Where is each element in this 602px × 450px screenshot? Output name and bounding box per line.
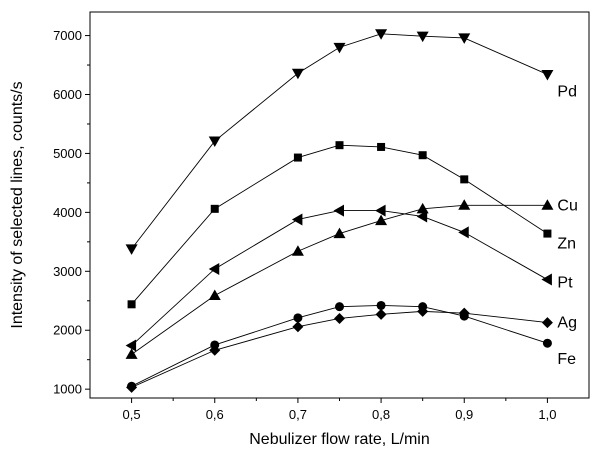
series-lines [131,33,548,388]
data-point-pd [416,31,429,43]
data-point-fe [127,381,137,391]
data-point-pt [291,213,303,226]
data-point-ag [375,308,387,320]
data-point-pd [208,136,221,148]
data-point-ag [334,312,345,324]
data-point-cu [208,289,221,300]
data-point-pt [208,262,220,275]
y-tick-label: 5000 [53,146,82,161]
series-line-ag [131,310,548,388]
series-line-pd [131,33,548,250]
data-point-pd [458,33,471,44]
series-label-ag: Ag [557,315,577,332]
y-tick-label: 3000 [53,264,82,279]
data-point-pt [458,226,469,239]
series-label-zn: Zn [557,236,576,253]
data-point-cu [416,202,429,214]
x-tick-label: 0,7 [289,407,307,422]
y-tick-label: 2000 [53,323,82,338]
data-point-pt [375,204,386,217]
data-point-cu [541,199,554,210]
series-line-pt [131,210,548,346]
data-point-fe [293,313,303,323]
x-axis-title: Nebulizer flow rate, L/min [249,431,430,448]
y-tick-label: 4000 [53,205,82,220]
data-point-cu [458,199,471,210]
data-point-cu [333,227,346,239]
data-point-zn [377,142,386,151]
data-point-zn [543,229,552,238]
data-point-pd [333,42,346,54]
data-point-zn [293,153,302,162]
x-tick-label: 0,9 [455,407,473,422]
data-point-zn [335,141,344,150]
y-axis-title: Intensity of selected lines, counts/s [9,81,26,328]
data-point-zn [418,151,427,160]
series-line-zn [131,144,548,305]
x-tick-label: 0,5 [123,407,141,422]
data-point-fe [418,302,428,312]
data-point-fe [335,302,344,312]
data-point-pt [125,339,137,352]
x-tick-label: 1,0 [538,407,556,422]
data-point-fe [376,300,386,310]
y-tick-label: 7000 [53,28,82,43]
data-point-pd [541,69,554,81]
series-labels: Pd Zn Cu Pt Ag Fe [557,83,577,368]
series-label-pd: Pd [557,83,577,100]
x-tick-label: 0,8 [372,407,390,422]
data-point-cu [125,348,138,359]
data-point-pd [291,68,304,80]
data-point-pd [125,244,138,255]
axes: 0,5 0,6 0,7 0,8 0,9 1,0 1000 2000 3000 4000 5000 60… [53,11,590,422]
data-point-pt [541,273,552,286]
data-point-fe [459,311,469,321]
series-label-pt: Pt [557,275,573,292]
data-point-zn [210,204,219,213]
data-point-pt [416,210,428,223]
series-label-cu: Cu [557,197,577,214]
series-markers [125,29,554,393]
data-point-pd [375,29,388,40]
y-tick-label: 1000 [53,382,82,397]
data-point-cu [291,245,304,256]
series-label-fe: Fe [557,351,576,368]
data-point-zn [127,300,136,309]
data-point-pt [333,204,344,217]
series-line-cu [131,204,548,355]
data-point-cu [375,214,388,226]
series-line-fe [131,305,548,387]
data-point-ag [541,317,553,329]
y-tick-label: 6000 [53,87,82,102]
data-point-fe [542,338,552,348]
x-tick-label: 0,6 [206,407,224,422]
data-point-ag [292,321,304,333]
data-point-zn [460,175,469,184]
data-point-fe [210,340,220,350]
